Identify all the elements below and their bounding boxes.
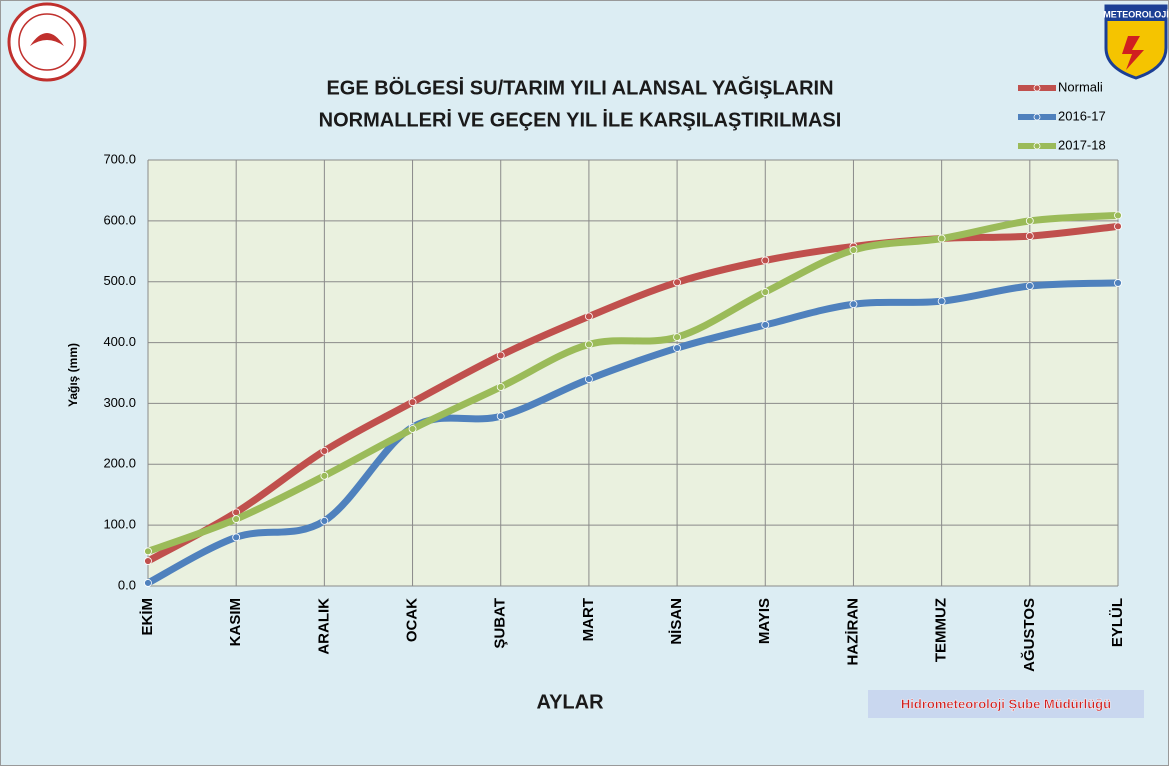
legend-label: 2017-18 [1058, 137, 1106, 152]
logo-text: METEOROLOJİ [1103, 9, 1169, 19]
legend-label: Normali [1058, 79, 1103, 94]
data-point [674, 345, 681, 352]
data-point [762, 289, 769, 296]
data-point [409, 425, 416, 432]
data-point [674, 334, 681, 341]
data-point [585, 376, 592, 383]
data-point [497, 352, 504, 359]
y-tick-label: 0.0 [118, 577, 136, 592]
legend-label: 2016-17 [1058, 108, 1106, 123]
y-axis-title: Yağış (mm) [66, 343, 80, 407]
data-point [497, 413, 504, 420]
data-point [1026, 282, 1033, 289]
x-tick-label: TEMMUZ [933, 598, 950, 662]
x-tick-label: ŞUBAT [492, 598, 509, 649]
y-tick-label: 700.0 [103, 151, 136, 166]
data-point [938, 298, 945, 305]
y-tick-label: 100.0 [103, 517, 136, 532]
data-point [762, 257, 769, 264]
data-point [674, 279, 681, 286]
x-tick-label: EKİM [139, 598, 156, 636]
data-point [145, 579, 152, 586]
chart-title: NORMALLERİ VE GEÇEN YIL İLE KARŞILAŞTIRI… [319, 108, 842, 131]
y-tick-label: 500.0 [103, 273, 136, 288]
data-point [1115, 279, 1122, 286]
y-tick-label: 300.0 [103, 395, 136, 410]
data-point [1115, 223, 1122, 230]
legend-marker [1034, 85, 1040, 91]
data-point [321, 472, 328, 479]
chart: METEOROLOJİ EGE BÖLGESİ SU/TARIM YILI AL… [0, 0, 1169, 766]
data-point [585, 313, 592, 320]
y-tick-label: 600.0 [103, 212, 136, 227]
plot-area [148, 160, 1118, 586]
data-point [233, 534, 240, 541]
data-point [1026, 217, 1033, 224]
data-point [762, 321, 769, 328]
y-tick-label: 400.0 [103, 334, 136, 349]
x-tick-label: KASIM [227, 598, 244, 646]
x-tick-label: ARALIK [315, 598, 332, 655]
x-tick-label: OCAK [404, 598, 421, 642]
x-axis-title: AYLAR [536, 691, 604, 713]
legend-marker [1034, 114, 1040, 120]
data-point [1115, 212, 1122, 219]
ministry-logo [9, 4, 85, 80]
footer-text: Hidrometeoroloji Şube Müdürlüğü [901, 696, 1111, 711]
data-point [585, 341, 592, 348]
x-tick-label: HAZİRAN [844, 598, 861, 666]
x-tick-label: EYLÜL [1109, 598, 1126, 647]
x-tick-label: NİSAN [668, 598, 685, 645]
data-point [497, 383, 504, 390]
data-point [145, 548, 152, 555]
x-tick-label: AĞUSTOS [1020, 598, 1038, 672]
data-point [321, 447, 328, 454]
data-point [850, 247, 857, 254]
data-point [321, 517, 328, 524]
data-point [409, 399, 416, 406]
legend-marker [1034, 143, 1040, 149]
data-point [938, 235, 945, 242]
chart-title: EGE BÖLGESİ SU/TARIM YILI ALANSAL YAĞIŞL… [326, 75, 833, 99]
x-tick-label: MAYIS [756, 598, 773, 644]
x-tick-label: MART [580, 598, 597, 641]
y-tick-label: 200.0 [103, 456, 136, 471]
data-point [233, 516, 240, 523]
data-point [850, 301, 857, 308]
data-point [1026, 233, 1033, 240]
data-point [145, 558, 152, 565]
